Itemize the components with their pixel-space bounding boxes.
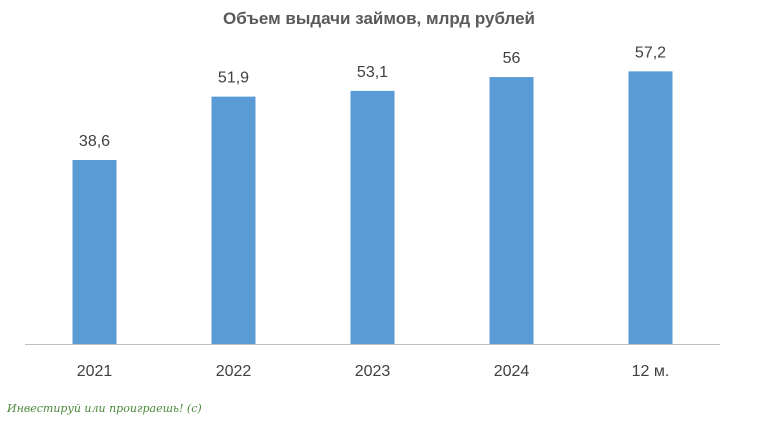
bars-group [72,71,673,345]
x-tick-label-4: 2024 [494,363,530,380]
value-labels-group: 38,6 51,9 53,1 56 57,2 [79,44,666,150]
value-label-1: 38,6 [79,133,110,150]
bar-4 [489,77,534,345]
bar-2 [211,96,256,344]
bar-3 [350,90,395,344]
value-label-2: 51,9 [218,70,249,87]
value-label-4: 56 [503,50,521,67]
bar-5 [628,71,673,344]
chart-title: Объем выдачи займов, млрд рублей [222,9,536,28]
x-tick-labels-group: 2021 2022 2023 2024 12 м. [77,363,670,380]
x-tick-label-1: 2021 [77,363,113,380]
watermark-text: Инвестируй или проиграешь! (с) [7,402,202,415]
value-label-3: 53,1 [357,64,388,81]
x-tick-label-5: 12 м. [632,363,670,380]
x-tick-label-2: 2022 [216,363,252,380]
x-tick-label-3: 2023 [355,363,391,380]
value-label-5: 57,2 [635,44,666,61]
bar-1 [72,160,117,344]
